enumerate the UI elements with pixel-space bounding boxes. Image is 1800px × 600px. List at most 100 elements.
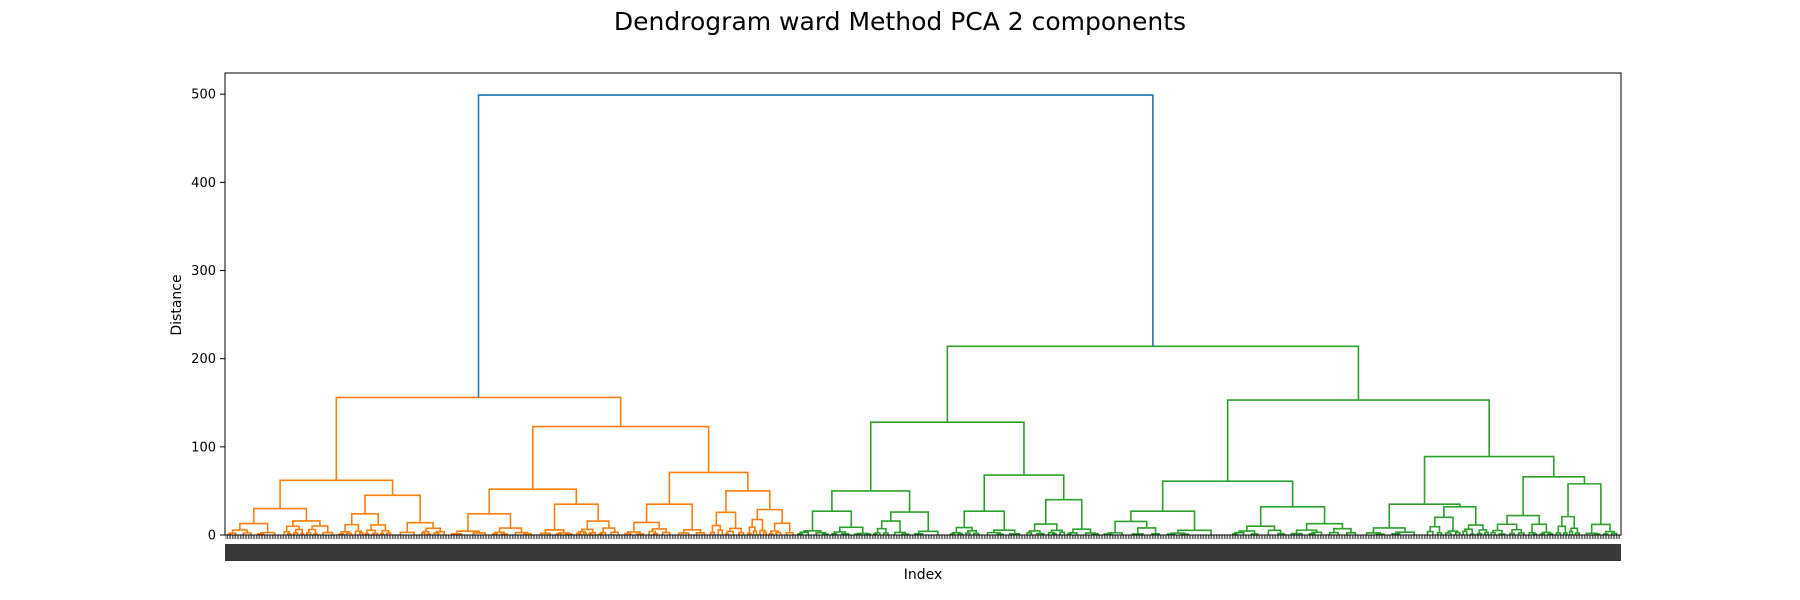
y-axis: 0 100 200 300 400 500 [191,88,225,544]
dendrogram-link-184 [1328,531,1339,535]
x-axis-label: Index [904,567,943,583]
dendrogram-link-210 [1388,503,1461,528]
dendrogram-link-226 [1563,532,1568,535]
dendrogram-link-61 [577,530,586,534]
dendrogram-link-40 [425,527,442,532]
dendrogram-link-170 [1177,529,1212,535]
dendrogram-link-235 [1611,532,1618,535]
dendrogram-link-83 [645,503,693,530]
dendrogram-link-63 [589,531,597,535]
dendrogram-link-105 [668,471,749,505]
dendrogram-link-43 [279,479,394,509]
dendrogram-link-19 [252,507,308,524]
dendrogram-link-54 [539,532,552,535]
dendrogram-link-27 [372,532,379,535]
dendrogram-link-146 [1036,532,1044,535]
dendrogram-link-16 [322,531,334,535]
dendrogram-link-118 [856,532,869,535]
y-tick-label-1: 100 [191,440,216,455]
dendrogram-link-208 [1467,524,1484,530]
dendrogram-link-88 [725,530,734,535]
dendrogram-link-96 [759,529,766,535]
dendrogram-link-239 [1522,476,1586,516]
dendrogram-link-189 [1161,480,1294,512]
dendrogram-link-127 [880,520,901,533]
dendrogram-link-108 [797,533,804,535]
dendrogram-link-71 [488,488,578,514]
dendrogram-link-151 [1050,529,1064,533]
dendrogram-link-227 [1557,525,1567,533]
dendrogram-link-69 [586,520,610,530]
dendrogram-link-181 [1308,532,1316,535]
dendrogram-link-217 [1496,523,1518,531]
dendrogram-link-129 [917,530,939,535]
dendrogram-link-194 [1372,527,1406,533]
dendrogram-link-74 [626,531,641,535]
dendrogram-link-209 [1443,505,1477,526]
dendrogram-link-5 [259,531,276,535]
dendrogram-link-137 [967,530,978,534]
dendrogram-link-158 [1044,498,1083,530]
dendrogram-link-143 [963,510,1006,531]
dendrogram-link-106 [531,425,710,490]
dendrogram-link-120 [811,510,853,531]
dendrogram-link-126 [893,531,907,535]
dendrogram-link-149 [1047,531,1056,535]
dendrogram-link-86 [711,524,722,533]
dendrogram-link-215 [1517,532,1525,535]
dendrogram-link-169 [1170,532,1186,535]
dendrogram-link-242 [946,345,1360,423]
x-leaf-tick-marks [225,535,1620,539]
dendrogram-link-114 [841,533,850,535]
dendrogram-link-136 [973,532,980,535]
dendrogram-link-142 [992,529,1016,534]
dendrogram-link-212 [1498,533,1506,535]
dendrogram-link-11 [294,528,304,534]
dendrogram-link-230 [1570,527,1579,534]
y-axis-label: Distance [169,274,185,335]
dendrogram-link-13 [306,532,312,535]
dendrogram-link-198 [1444,532,1452,535]
dendrogram-link-12 [285,525,300,532]
dendrogram-link-66 [599,531,607,535]
dendrogram-link-224 [1506,514,1540,525]
y-tick-label-2: 200 [191,352,216,367]
dendrogram-link-241 [1226,399,1490,482]
dendrogram-link-243 [477,94,1154,398]
dendrogram-link-92 [746,532,752,535]
dendrogram-link-171 [1130,510,1196,531]
y-tick-label-4: 400 [191,176,216,191]
dendrogram-link-231 [1561,515,1576,529]
dendrogram-link-47 [492,532,498,535]
dendrogram-link-109 [799,531,810,535]
dendrogram-link-76 [648,530,657,535]
dendrogram-link-1 [228,532,237,535]
dendrogram-link-134 [951,531,961,535]
dendrogram-link-8 [283,530,290,535]
dendrogram-link-93 [752,530,758,535]
dendrogram-link-131 [831,490,911,513]
dendrogram-link-237 [1590,523,1611,534]
dendrogram-links [227,94,1618,535]
dendrogram-link-119 [838,526,864,534]
dendrogram-link-102 [773,522,791,533]
dendrogram-link-42 [364,494,421,523]
x-leaf-ticks [225,535,1621,561]
chart-title: Dendrogram ward Method PCA 2 components [614,7,1186,36]
dendrogram-link-160 [869,421,1025,491]
y-tick-label-3: 300 [191,264,216,279]
dendrogram-link-163 [1131,533,1144,535]
dendrogram-link-65 [598,533,603,535]
dendrogram-link-240 [1423,455,1555,505]
dendrogram-link-200 [1447,530,1459,533]
dendrogram-link-195 [1426,530,1434,535]
dendrogram-link-179 [1246,525,1276,532]
dendrogram-link-77 [661,531,671,535]
dendrogram-link-103 [756,508,783,524]
dendrogram-link-204 [1464,528,1474,535]
dendrogram-link-165 [1136,527,1157,534]
dendrogram-link-85 [717,529,724,535]
dendrogram-link-80 [678,532,690,535]
dendrogram-link-6 [239,522,269,533]
